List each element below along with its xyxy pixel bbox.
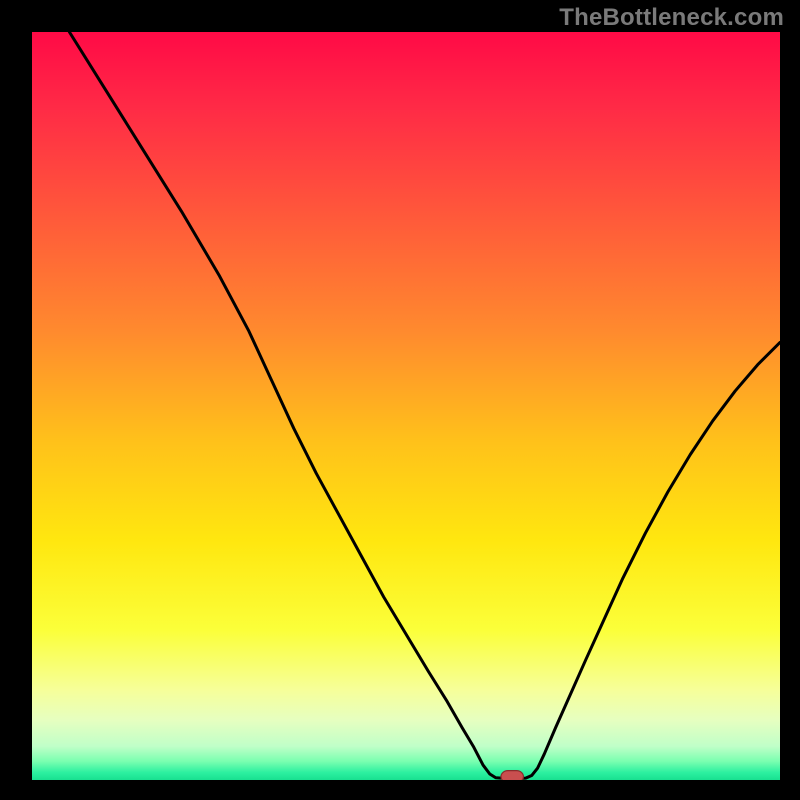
gradient-background bbox=[32, 32, 780, 780]
bottleneck-chart bbox=[32, 32, 780, 780]
optimal-point-marker bbox=[501, 771, 523, 780]
watermark-text: TheBottleneck.com bbox=[559, 4, 784, 32]
stage: TheBottleneck.com bbox=[0, 0, 800, 800]
plot-area bbox=[32, 32, 780, 780]
